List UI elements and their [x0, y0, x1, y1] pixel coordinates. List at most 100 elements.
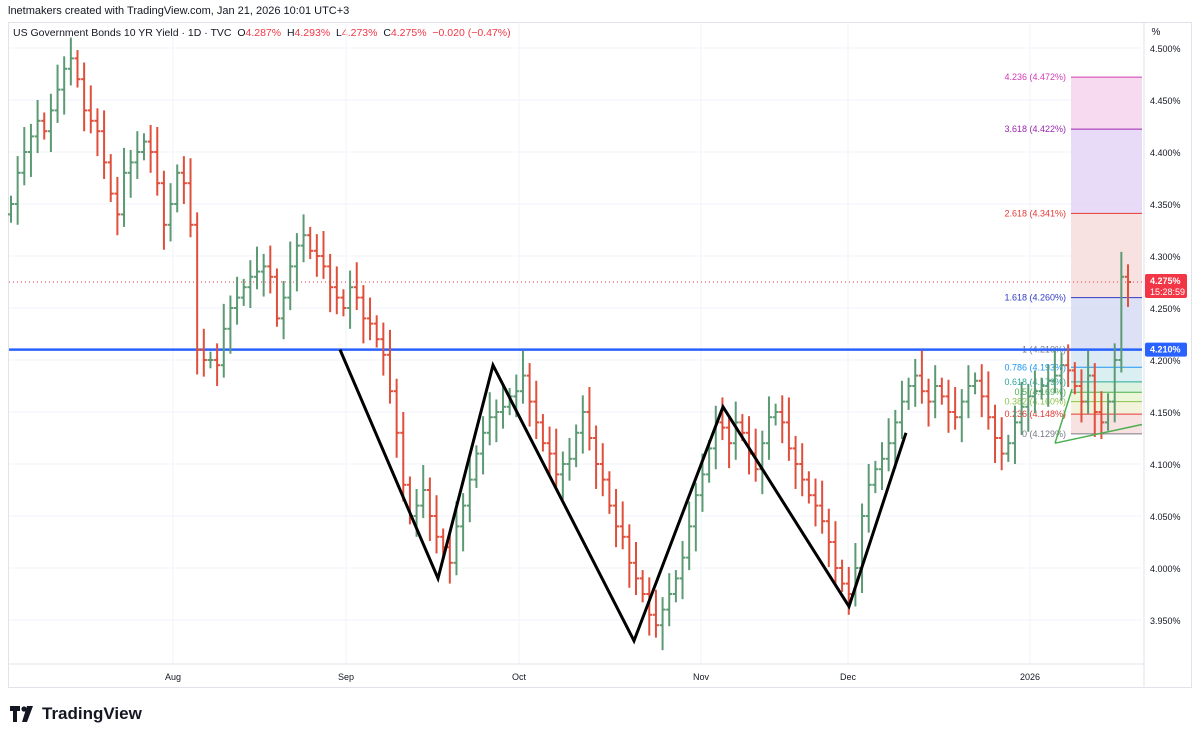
ohlc-bar[interactable]: [1038, 377, 1045, 400]
ohlc-bar[interactable]: [1071, 362, 1078, 395]
ohlc-bar[interactable]: [101, 110, 108, 180]
ohlc-bar[interactable]: [1058, 352, 1065, 401]
ohlc-bar[interactable]: [121, 147, 128, 227]
ohlc-bar[interactable]: [652, 589, 659, 638]
ohlc-bar[interactable]: [433, 495, 440, 554]
ohlc-bar[interactable]: [839, 559, 846, 592]
ohlc-bar[interactable]: [519, 350, 526, 404]
ohlc-bar[interactable]: [985, 371, 992, 430]
ohlc-bar[interactable]: [134, 131, 141, 180]
ohlc-bar[interactable]: [180, 156, 187, 204]
ohlc-bar[interactable]: [8, 195, 14, 223]
ohlc-bar[interactable]: [1018, 381, 1025, 435]
ohlc-bar[interactable]: [825, 508, 832, 567]
ohlc-bar[interactable]: [1051, 350, 1058, 394]
ohlc-bar[interactable]: [945, 379, 952, 433]
ohlc-bar[interactable]: [87, 85, 94, 134]
ohlc-bar[interactable]: [566, 438, 573, 481]
ohlc-bar[interactable]: [832, 521, 839, 585]
ohlc-bar[interactable]: [127, 149, 134, 198]
ohlc-bar[interactable]: [27, 123, 34, 177]
ohlc-bar[interactable]: [1091, 363, 1098, 437]
ohlc-bar[interactable]: [533, 380, 540, 440]
ohlc-bar[interactable]: [353, 262, 360, 311]
ohlc-bar[interactable]: [559, 451, 566, 500]
ohlc-bar[interactable]: [1118, 251, 1125, 373]
ohlc-bar[interactable]: [320, 231, 327, 279]
ohlc-bar[interactable]: [240, 278, 247, 306]
ohlc-bar[interactable]: [1011, 405, 1018, 464]
ohlc-bar[interactable]: [799, 443, 806, 497]
ohlc-bar[interactable]: [978, 364, 985, 418]
ohlc-bar[interactable]: [626, 524, 633, 588]
ohlc-bar[interactable]: [227, 295, 234, 354]
ohlc-bar[interactable]: [380, 322, 387, 376]
ohlc-bar[interactable]: [347, 270, 354, 329]
ohlc-bar[interactable]: [586, 387, 593, 451]
ohlc-bar[interactable]: [805, 471, 812, 504]
ohlc-bar[interactable]: [1005, 434, 1012, 462]
ohlc-bar[interactable]: [14, 156, 21, 225]
ohlc-bar[interactable]: [859, 503, 866, 593]
ohlc-bar[interactable]: [719, 397, 726, 441]
trendline[interactable]: [1054, 423, 1143, 444]
ohlc-bar[interactable]: [254, 246, 261, 290]
ohlc-bar[interactable]: [107, 154, 114, 202]
ohlc-bar[interactable]: [293, 233, 300, 292]
ohlc-bar[interactable]: [54, 64, 61, 123]
ohlc-bar[interactable]: [466, 458, 473, 523]
ohlc-bar[interactable]: [486, 392, 493, 446]
ohlc-bar[interactable]: [480, 416, 487, 475]
ohlc-bar[interactable]: [74, 50, 81, 88]
ohlc-bar[interactable]: [539, 414, 546, 452]
ohlc-bar[interactable]: [772, 403, 779, 426]
trendline[interactable]: [1054, 388, 1073, 444]
ohlc-bar[interactable]: [878, 442, 885, 490]
ohlc-bar[interactable]: [234, 276, 241, 325]
ohlc-bar[interactable]: [679, 540, 686, 600]
ohlc-bar[interactable]: [340, 289, 347, 317]
ohlc-bar[interactable]: [1078, 369, 1085, 423]
ohlc-bar[interactable]: [958, 389, 965, 443]
ohlc-bar[interactable]: [214, 343, 221, 386]
ohlc-bar[interactable]: [732, 401, 739, 460]
ohlc-bar[interactable]: [500, 386, 507, 429]
ohlc-bar[interactable]: [992, 404, 999, 463]
ohlc-bar[interactable]: [765, 396, 772, 460]
ohlc-bar[interactable]: [619, 501, 626, 550]
ohlc-bar[interactable]: [726, 415, 733, 469]
ohlc-bar[interactable]: [174, 164, 181, 213]
ohlc-bar[interactable]: [21, 127, 28, 186]
ohlc-bar[interactable]: [646, 577, 653, 636]
ohlc-bar[interactable]: [779, 395, 786, 444]
zigzag-pattern[interactable]: [338, 349, 908, 645]
ohlc-bar[interactable]: [426, 477, 433, 541]
ohlc-bar[interactable]: [792, 435, 799, 489]
ohlc-bar[interactable]: [367, 297, 374, 341]
ohlc-bar[interactable]: [200, 328, 207, 377]
ohlc-bar[interactable]: [307, 226, 314, 260]
ohlc-bar[interactable]: [34, 100, 41, 154]
ohlc-bar[interactable]: [632, 542, 639, 596]
ohlc-bar[interactable]: [393, 378, 400, 458]
ohlc-bar[interactable]: [593, 425, 600, 489]
ohlc-bar[interactable]: [872, 460, 879, 494]
ohlc-bar[interactable]: [154, 127, 161, 196]
ohlc-bar[interactable]: [207, 351, 214, 369]
ohlc-bar[interactable]: [47, 93, 54, 152]
ohlc-bar[interactable]: [300, 214, 307, 263]
ohlc-bar[interactable]: [194, 212, 201, 375]
ohlc-bar[interactable]: [61, 56, 68, 115]
ohlc-bar[interactable]: [260, 253, 267, 297]
ohlc-bar[interactable]: [599, 443, 606, 497]
ohlc-bar[interactable]: [932, 365, 939, 419]
ohlc-bar[interactable]: [686, 501, 693, 571]
symbol-legend[interactable]: US Government Bonds 10 YR Yield · 1D · T…: [13, 27, 511, 39]
ohlc-bar[interactable]: [579, 395, 586, 454]
ohlc-bar[interactable]: [1125, 264, 1131, 307]
ohlc-bar[interactable]: [41, 112, 48, 140]
ohlc-bar[interactable]: [965, 365, 972, 419]
ohlc-bar[interactable]: [327, 253, 334, 313]
ohlc-bar[interactable]: [160, 170, 167, 250]
ohlc-bar[interactable]: [785, 397, 792, 461]
